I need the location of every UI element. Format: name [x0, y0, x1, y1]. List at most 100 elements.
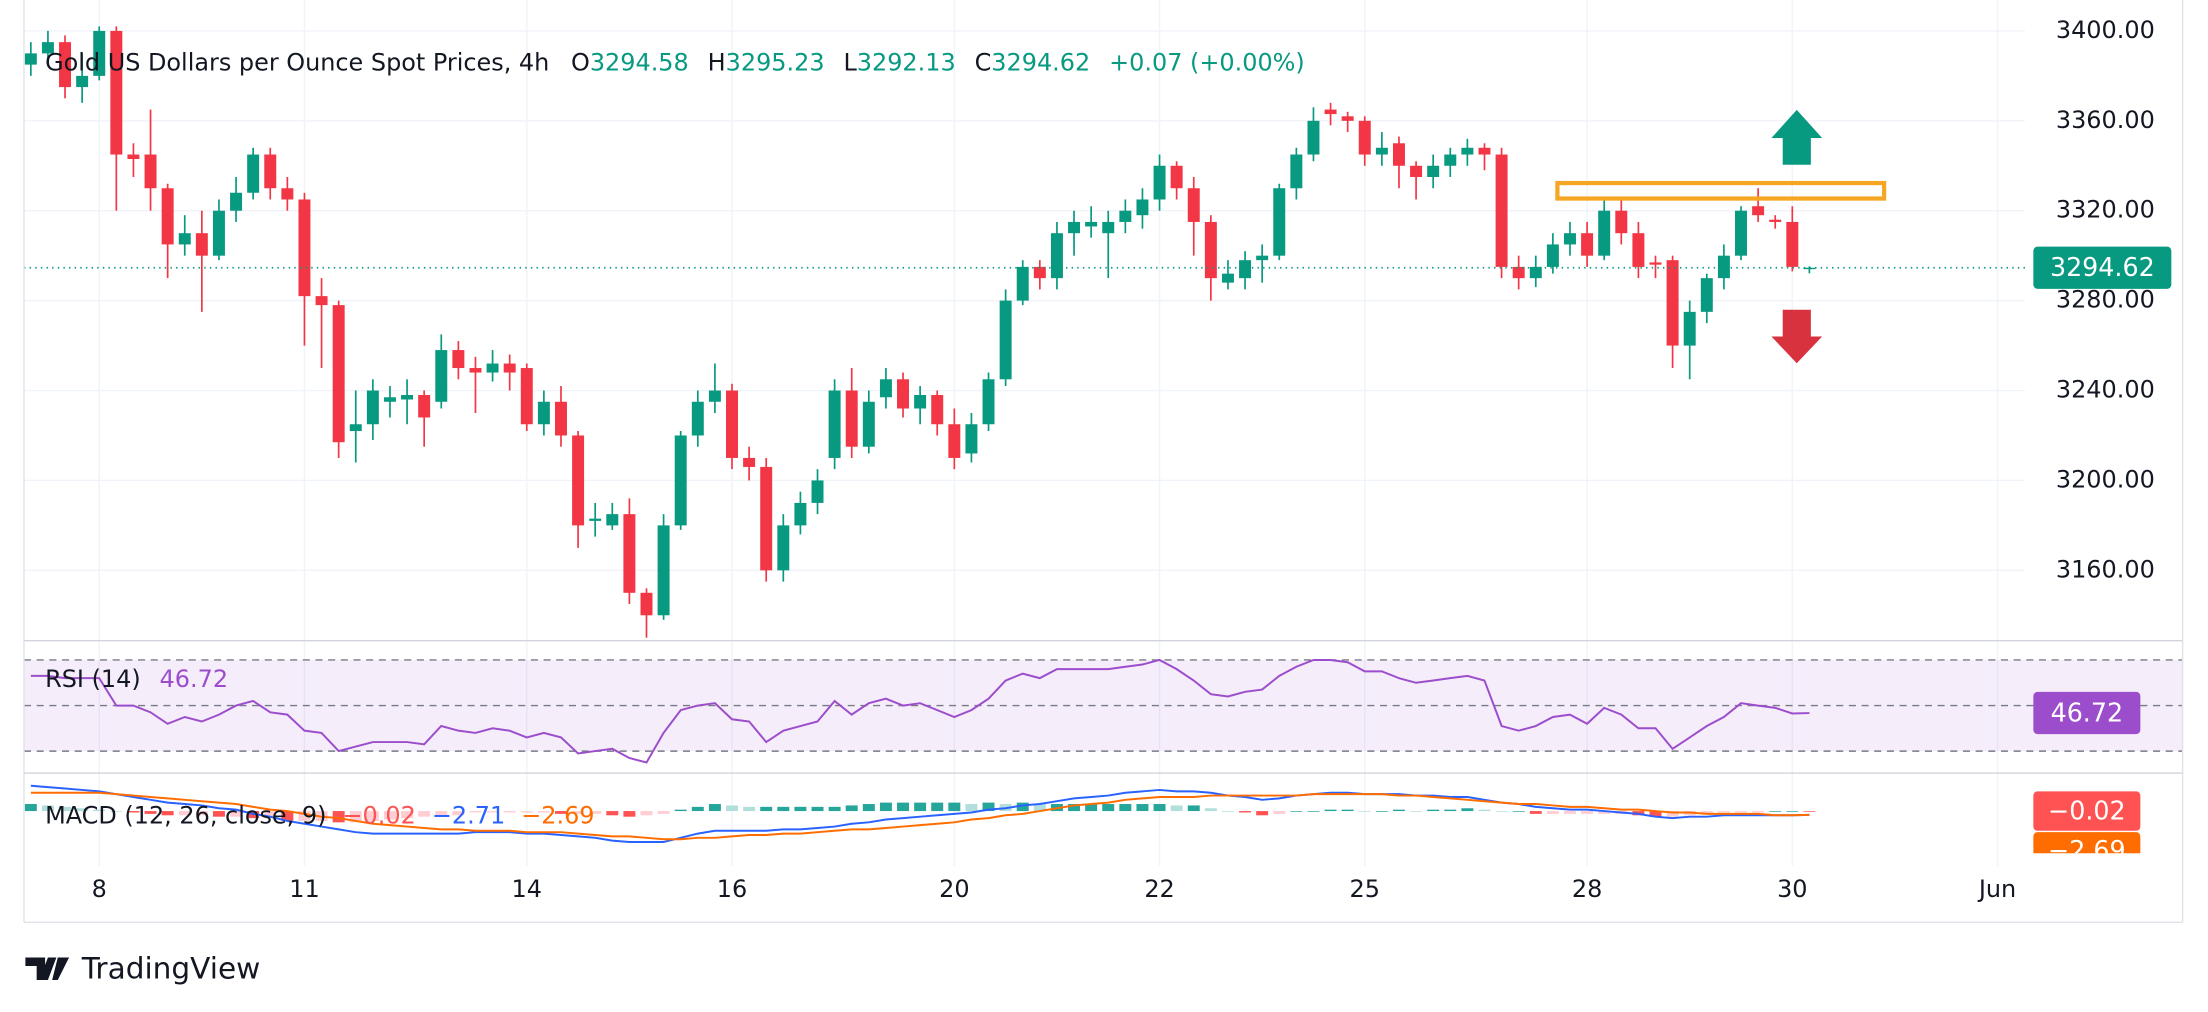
rsi-title: RSI (14) — [45, 665, 141, 693]
candle-body — [1307, 120, 1320, 155]
candle-body — [1444, 154, 1457, 166]
candle-body — [349, 424, 362, 431]
histogram-bar — [845, 805, 858, 812]
brand: TradingView — [81, 952, 261, 986]
y-tick-label: 3320.00 — [2056, 196, 2155, 224]
histogram-bar — [1666, 811, 1679, 817]
histogram-bar — [76, 808, 89, 812]
rsi-line — [30, 658, 1810, 764]
candle-body — [1085, 221, 1098, 227]
signal-badge — [2033, 832, 2141, 854]
candle-body — [264, 154, 277, 189]
candle-body — [1102, 221, 1115, 234]
histogram-bar — [1375, 811, 1388, 812]
histogram-bar — [726, 805, 738, 812]
candle-body — [606, 514, 619, 526]
y-tick-label: 3200.00 — [2056, 465, 2155, 493]
candle-body — [1016, 266, 1029, 301]
signal-line — [30, 791, 1810, 841]
ohlc-label: L — [843, 48, 857, 76]
histogram-bar — [1461, 808, 1474, 812]
histogram-bar — [777, 806, 790, 812]
histogram-bar — [862, 804, 875, 812]
price-badge — [2033, 246, 2172, 289]
histogram-bar — [1392, 809, 1405, 812]
histogram-bar — [1068, 804, 1081, 812]
candle-body — [982, 379, 995, 425]
candle-body — [1752, 206, 1765, 216]
candle-body — [1769, 219, 1782, 222]
candle-body — [1033, 266, 1046, 279]
macd-value: −2.71 — [432, 802, 505, 830]
candle-body — [691, 401, 704, 436]
histogram-bar — [486, 811, 499, 813]
x-tick-label: 20 — [939, 875, 969, 903]
y-tick-label: 3400.00 — [2056, 16, 2155, 44]
histogram-bar — [794, 806, 807, 812]
x-tick-label: Jun — [1977, 875, 2016, 903]
candle-body — [41, 42, 54, 54]
candle-body — [161, 188, 174, 245]
candle-body — [247, 154, 260, 193]
candle-body — [418, 395, 431, 418]
candle-body — [1050, 233, 1063, 279]
candle-body — [1358, 120, 1371, 155]
histogram-badge-label: −0.02 — [2048, 796, 2126, 826]
x-tick-label: 22 — [1144, 875, 1174, 903]
histogram-bar — [195, 811, 208, 816]
histogram-bar — [554, 811, 567, 814]
histogram-bar — [914, 802, 927, 812]
histogram-bar — [127, 811, 140, 813]
histogram-bar — [1324, 809, 1337, 812]
rsi-badge — [2033, 691, 2141, 735]
ohlc-value: 3295.23 — [726, 48, 825, 76]
histogram-bar — [1598, 811, 1611, 814]
histogram-bar — [1752, 811, 1765, 813]
histogram-bar — [743, 806, 756, 812]
candle-body — [435, 350, 448, 402]
histogram-bar — [366, 811, 379, 821]
candle-body — [1187, 188, 1200, 222]
x-tick-label: 30 — [1777, 875, 1807, 903]
candle-body — [999, 300, 1012, 380]
resistance-zone — [1555, 180, 1887, 201]
candle-body — [1068, 221, 1081, 234]
candle-body — [743, 457, 756, 467]
histogram-bar — [1358, 811, 1371, 812]
candle-body — [845, 390, 858, 447]
x-tick-label: 16 — [717, 875, 747, 903]
candle-body — [640, 592, 653, 616]
candle-body — [1683, 311, 1696, 346]
histogram-bar — [41, 805, 54, 812]
candle-body — [110, 30, 123, 155]
candle-body — [1598, 210, 1611, 256]
candle-body — [195, 233, 208, 256]
histogram-badge — [2033, 791, 2141, 831]
histogram-bar — [760, 806, 773, 812]
candle-body — [452, 350, 465, 369]
price-badge-label: 3294.62 — [2050, 252, 2155, 282]
histogram-bar — [230, 811, 243, 817]
histogram-bar — [1786, 811, 1799, 812]
candle-body — [332, 305, 345, 443]
histogram-bar — [1546, 811, 1559, 814]
macd-legend: MACD (12, 26, close, 9) −0.02 −2.71 −2.6… — [45, 802, 594, 830]
candle-body — [1119, 210, 1132, 222]
candle-body — [1700, 278, 1713, 312]
histogram-bar — [1221, 811, 1234, 812]
histogram-bar — [503, 811, 516, 813]
candle-body — [469, 368, 482, 373]
histogram-bar — [1307, 811, 1320, 812]
histogram-bar — [144, 811, 157, 814]
histogram-bar — [110, 811, 123, 812]
candle-body — [1803, 267, 1816, 270]
candle-body — [1512, 266, 1525, 279]
candle-body — [914, 395, 927, 409]
histogram-bar — [965, 804, 978, 812]
histogram-bar — [948, 802, 961, 812]
histogram-bar — [879, 802, 892, 812]
ohlc-label: C — [975, 48, 992, 76]
